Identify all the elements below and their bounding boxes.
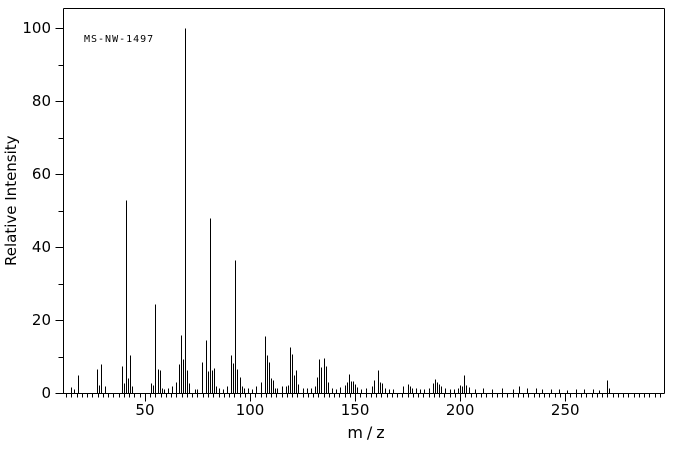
x-axis-title: m/z	[347, 423, 389, 442]
svg-text:40: 40	[32, 238, 51, 256]
x-axis-tick-labels: 50 100 150 200 250	[135, 401, 579, 419]
peak-lines	[71, 28, 610, 394]
svg-text:60: 60	[32, 165, 51, 183]
x-axis-ticks	[66, 393, 661, 402]
y-axis-tick-labels: 0 20 40 60 80 100	[22, 19, 51, 402]
svg-text:150: 150	[341, 401, 370, 419]
axes-box	[63, 8, 665, 394]
svg-text:20: 20	[32, 311, 51, 329]
svg-text:50: 50	[135, 401, 154, 419]
svg-text:100: 100	[236, 401, 265, 419]
y-axis-title: Relative Intensity	[2, 135, 20, 266]
svg-text:0: 0	[41, 384, 51, 402]
svg-text:200: 200	[446, 401, 475, 419]
svg-text:100: 100	[22, 19, 51, 37]
svg-text:80: 80	[32, 92, 51, 110]
y-axis-ticks	[55, 28, 64, 394]
svg-text:250: 250	[551, 401, 580, 419]
spectrum-id-label: MS-NW-1497	[84, 34, 155, 45]
